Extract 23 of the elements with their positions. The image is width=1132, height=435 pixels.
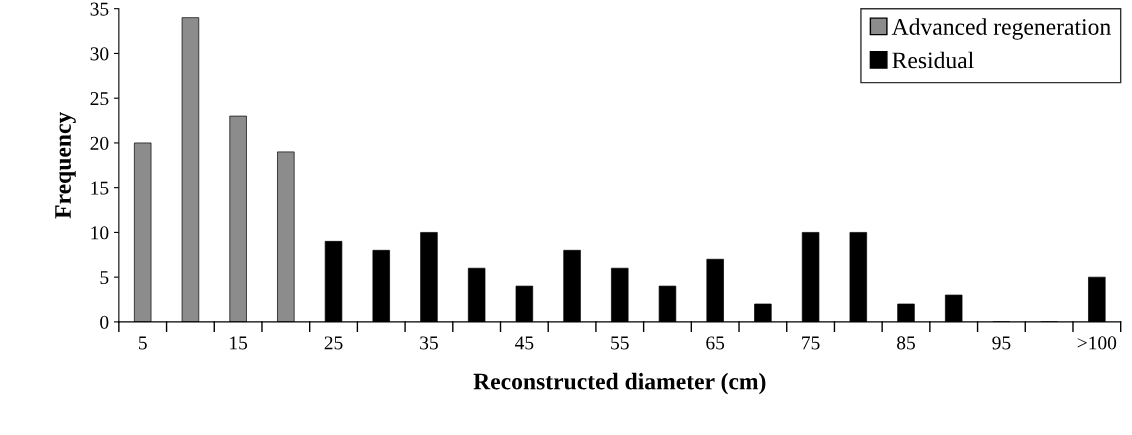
y-axis-title: Frequency — [55, 111, 76, 219]
x-tick-label: 25 — [324, 336, 343, 350]
legend-label: Residual — [892, 51, 974, 69]
y-tick-label: 30 — [90, 47, 109, 61]
x-tick-label: 15 — [230, 336, 248, 350]
x-tick-label: 95 — [992, 336, 1011, 350]
x-axis-title: Reconstructed diameter (cm) — [473, 372, 766, 395]
legend-label: Advanced regeneration — [891, 18, 1111, 40]
x-tick-label: 45 — [515, 336, 534, 350]
x-tick-label: 75 — [802, 336, 820, 350]
y-tick-label: 5 — [100, 271, 109, 285]
x-tick-label: 5 — [138, 336, 147, 350]
x-tick-label: 65 — [706, 336, 725, 350]
y-tick-label: 10 — [91, 226, 109, 240]
y-tick-label: 25 — [90, 92, 109, 106]
y-tick-label: 0 — [100, 315, 109, 329]
x-tick-label: 85 — [897, 336, 915, 350]
y-tick-label: 35 — [90, 2, 109, 16]
x-tick-label: 35 — [420, 336, 438, 350]
x-tick-label: 55 — [611, 336, 629, 350]
y-tick-label: 15 — [91, 181, 109, 195]
y-tick-label: 20 — [90, 136, 109, 150]
x-tick-label: >100 — [1077, 336, 1117, 350]
